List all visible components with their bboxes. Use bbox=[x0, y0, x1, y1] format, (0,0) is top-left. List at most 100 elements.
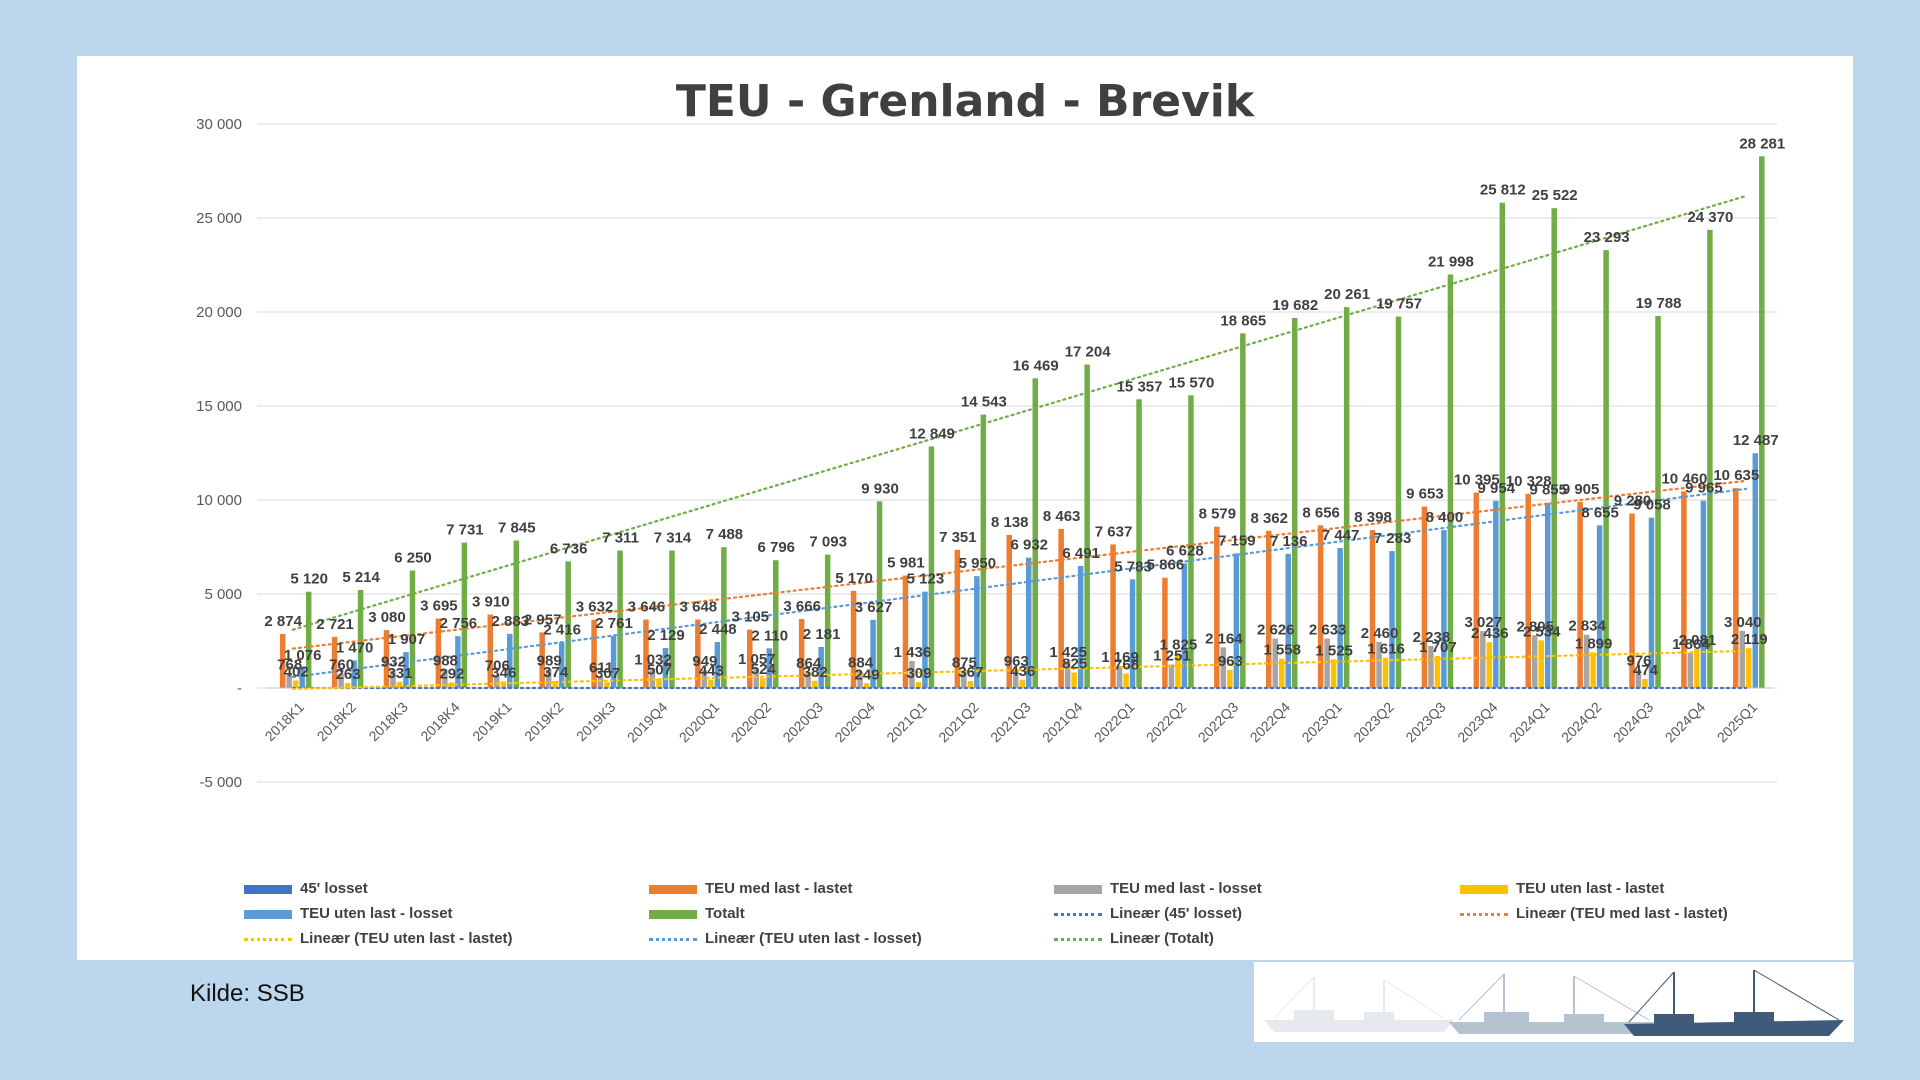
data-label: 443 bbox=[699, 663, 724, 680]
bar-teu-uten-last-losset bbox=[922, 591, 928, 688]
data-label: 7 731 bbox=[446, 522, 484, 539]
data-label: 10 460 bbox=[1661, 470, 1707, 487]
data-label: 2 448 bbox=[699, 621, 737, 638]
ship-faded-icon bbox=[1264, 976, 1454, 1032]
bar-teu-uten-last-losset bbox=[1129, 579, 1136, 688]
bar-teu-uten-last-lastet bbox=[292, 680, 299, 688]
data-label: 1 032 bbox=[634, 652, 672, 669]
data-label: 9 653 bbox=[1406, 486, 1444, 503]
bar-teu-med-last-lastet bbox=[1369, 530, 1376, 688]
data-label: 9 930 bbox=[861, 480, 899, 497]
bar-teu-med-last-losset bbox=[1531, 635, 1538, 688]
data-label: 864 bbox=[796, 655, 822, 672]
data-label: 932 bbox=[381, 653, 406, 670]
bar-teu-uten-last-losset bbox=[766, 648, 773, 688]
bar-teu-med-last-losset bbox=[1272, 638, 1278, 688]
data-label: 10 395 bbox=[1454, 472, 1500, 489]
x-tick-label: 2021Q4 bbox=[1039, 699, 1086, 746]
data-label: 382 bbox=[803, 664, 828, 681]
data-label: 1 470 bbox=[336, 639, 374, 656]
x-tick-label: 2018K4 bbox=[417, 699, 463, 745]
chart-panel: TEU - Grenland - Brevik 30 000 25 000 20 0… bbox=[77, 56, 1853, 960]
data-label: 7 311 bbox=[602, 530, 639, 547]
x-tick-label: 2022Q3 bbox=[1195, 699, 1242, 746]
bar-teu-uten-last-lastet bbox=[552, 680, 558, 688]
data-label: 24 370 bbox=[1687, 209, 1733, 226]
bar-teu-uten-last-lastet bbox=[1434, 655, 1441, 688]
bar-teu-uten-last-losset bbox=[662, 647, 669, 688]
bar-totalt bbox=[409, 570, 416, 688]
x-tick-label: 2020Q1 bbox=[676, 699, 723, 746]
data-label: 5 783 bbox=[1114, 558, 1152, 575]
data-label: 25 522 bbox=[1532, 187, 1578, 204]
data-label: 2 129 bbox=[647, 627, 685, 644]
data-label: 8 579 bbox=[1199, 506, 1237, 523]
x-tick-label: 2021Q1 bbox=[883, 699, 930, 746]
bar-teu-uten-last-losset bbox=[1752, 453, 1759, 688]
data-label: 7 136 bbox=[1270, 533, 1308, 550]
x-tick-label: 2024Q1 bbox=[1506, 699, 1553, 746]
x-tick-label: 2025Q1 bbox=[1714, 699, 1761, 746]
data-label: 5 950 bbox=[959, 555, 997, 572]
data-label: 768 bbox=[1114, 657, 1139, 674]
x-tick-label: 2019Q4 bbox=[624, 699, 671, 746]
y-tick-label: 5 000 bbox=[204, 586, 242, 603]
data-label: 1 864 bbox=[1672, 636, 1710, 653]
bar-teu-med-last-losset bbox=[1220, 647, 1227, 688]
bar-totalt bbox=[928, 446, 935, 688]
y-tick-label: -5 000 bbox=[199, 774, 242, 791]
bar-teu-med-last-losset bbox=[1324, 638, 1330, 688]
bar-teu-uten-last-losset bbox=[870, 619, 876, 688]
data-label: 19 788 bbox=[1636, 295, 1682, 312]
data-label: 2 081 bbox=[1679, 632, 1717, 649]
bar-teu-med-last-losset bbox=[1428, 645, 1434, 688]
bar-totalt bbox=[980, 414, 987, 688]
data-label: 6 736 bbox=[550, 540, 588, 557]
data-label: 3 666 bbox=[783, 598, 821, 615]
x-tick-label: 2018K3 bbox=[365, 699, 411, 745]
bar-teu-med-last-lastet bbox=[1058, 528, 1064, 688]
bar-teu-med-last-losset bbox=[286, 673, 292, 688]
data-label: 2 721 bbox=[316, 616, 354, 633]
x-tick-label: 2024Q2 bbox=[1558, 699, 1605, 746]
bar-teu-med-last-losset bbox=[857, 671, 863, 688]
bar-totalt bbox=[1291, 317, 1298, 688]
data-label: 23 293 bbox=[1584, 229, 1630, 246]
data-label: 9 058 bbox=[1633, 497, 1671, 514]
bar-teu-med-last-losset bbox=[338, 673, 344, 688]
bar-teu-uten-last-lastet bbox=[500, 681, 507, 688]
data-label: 19 682 bbox=[1272, 297, 1318, 314]
bar-teu-med-last-lastet bbox=[954, 549, 961, 688]
bar-teu-med-last-losset bbox=[597, 676, 604, 688]
data-label: 1 425 bbox=[1049, 644, 1087, 661]
bar-totalt bbox=[1759, 156, 1765, 688]
x-tick-label: 2023Q4 bbox=[1454, 699, 1501, 746]
data-label: 9 280 bbox=[1614, 493, 1652, 510]
data-label: 2 119 bbox=[1731, 631, 1768, 648]
data-label: 14 543 bbox=[961, 394, 1007, 411]
data-label: 7 488 bbox=[706, 526, 744, 543]
data-label: 2 238 bbox=[1413, 629, 1451, 646]
bar-teu-uten-last-lastet bbox=[656, 678, 662, 688]
bar-teu-uten-last-losset bbox=[558, 642, 565, 688]
bar-teu-med-last-lastet bbox=[1110, 544, 1116, 688]
bar-teu-uten-last-lastet bbox=[811, 680, 818, 688]
x-tick-label: 2023Q2 bbox=[1350, 699, 1397, 746]
y-tick-label: - bbox=[237, 680, 242, 697]
bar-teu-med-last-lastet bbox=[1214, 526, 1220, 688]
data-label: 2 756 bbox=[440, 615, 478, 632]
data-label: 6 491 bbox=[1062, 545, 1100, 562]
data-label: 2 874 bbox=[264, 613, 302, 630]
data-label: 7 447 bbox=[1322, 527, 1360, 544]
bar-teu-uten-last-losset bbox=[1389, 551, 1395, 688]
bar-teu-med-last-lastet bbox=[435, 618, 442, 688]
y-tick-label: 10 000 bbox=[196, 492, 242, 509]
data-label: 5 170 bbox=[835, 570, 873, 587]
bar-totalt bbox=[1240, 333, 1246, 688]
data-label: 9 905 bbox=[1562, 481, 1600, 498]
data-label: 7 637 bbox=[1095, 523, 1133, 540]
data-label: 2 436 bbox=[1471, 625, 1509, 642]
x-tick-label: 2024Q4 bbox=[1662, 699, 1709, 746]
x-tick-label: 2023Q1 bbox=[1298, 699, 1345, 746]
bar-teu-uten-last-lastet bbox=[1746, 648, 1752, 688]
